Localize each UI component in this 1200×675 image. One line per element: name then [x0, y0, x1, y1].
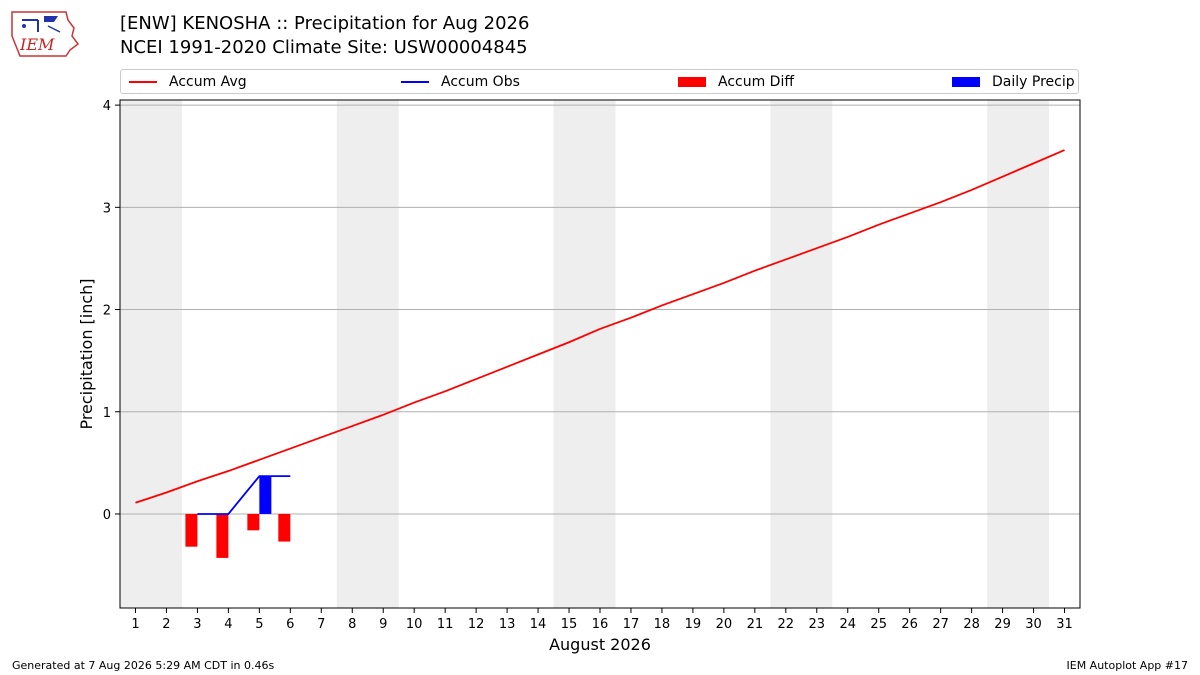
- accum-obs-line: [197, 475, 291, 515]
- x-tick-label-18: 18: [654, 617, 671, 632]
- x-tick-label-29: 29: [994, 617, 1011, 632]
- chart-subtitle: NCEI 1991-2020 Climate Site: USW00004845: [120, 37, 528, 58]
- x-tick-label-16: 16: [592, 617, 609, 632]
- bars: [185, 476, 291, 558]
- x-tick-label-2: 2: [162, 617, 170, 632]
- legend-swatch-accum-diff: [678, 77, 706, 87]
- logo-text: IEM: [19, 35, 55, 54]
- x-tick-label-27: 27: [932, 617, 949, 632]
- x-tick-label-31: 31: [1056, 617, 1073, 632]
- x-tick-label-11: 11: [437, 617, 454, 632]
- series-lines: [135, 149, 1065, 515]
- legend: Accum Avg Accum Obs Accum Diff Daily Pre…: [120, 69, 1079, 94]
- accum-avg-line: [135, 149, 1065, 504]
- y-tick-label-3: 3: [103, 201, 111, 216]
- y-tick-label-0: 0: [103, 508, 111, 523]
- x-tick-label-17: 17: [623, 617, 640, 632]
- legend-item-accum-diff: Accum Diff: [678, 74, 794, 90]
- x-tick-label-8: 8: [348, 617, 356, 632]
- legend-item-daily-precip: Daily Precip: [952, 74, 1075, 90]
- footer-app: IEM Autoplot App #17: [1066, 659, 1189, 672]
- weekend-band-2: [553, 100, 616, 608]
- legend-item-accum-avg: Accum Avg: [129, 74, 247, 90]
- x-tick-label-30: 30: [1025, 617, 1042, 632]
- footer-generated: Generated at 7 Aug 2026 5:29 AM CDT in 0…: [12, 659, 275, 672]
- y-tick-label-2: 2: [103, 304, 111, 319]
- x-axis: 1 2 3 4 5 6 7 8 9 10 11 12 13 14 15 16 17 18 19 20 21 22 23 24 2…: [131, 608, 1073, 632]
- legend-label: Accum Diff: [718, 74, 795, 90]
- x-axis-label: August 2026: [549, 635, 651, 654]
- x-tick-label-10: 10: [406, 617, 423, 632]
- x-tick-label-20: 20: [716, 617, 733, 632]
- accum-diff-bar-6: [278, 513, 291, 542]
- legend-label: Accum Avg: [169, 74, 247, 90]
- chart-title: [ENW] KENOSHA :: Precipitation for Aug 2…: [120, 13, 530, 34]
- x-tick-label-3: 3: [193, 617, 201, 632]
- x-tick-label-25: 25: [870, 617, 887, 632]
- x-tick-label-12: 12: [468, 617, 485, 632]
- y-tick-label-4: 4: [103, 99, 111, 114]
- x-tick-label-22: 22: [778, 617, 795, 632]
- weekend-shading: [120, 100, 1050, 608]
- legend-item-accum-obs: Accum Obs: [401, 74, 520, 90]
- accum-diff-bar-5: [247, 513, 260, 531]
- weekend-band-3: [770, 100, 833, 608]
- x-tick-label-15: 15: [561, 617, 578, 632]
- y-tick-label-1: 1: [103, 406, 111, 421]
- x-tick-label-28: 28: [963, 617, 980, 632]
- x-tick-label-19: 19: [685, 617, 702, 632]
- y-axis-label: Precipitation [inch]: [77, 278, 96, 429]
- legend-swatch-accum-obs: [401, 81, 429, 83]
- legend-label: Daily Precip: [992, 74, 1075, 90]
- legend-swatch-daily-precip: [952, 77, 980, 87]
- x-tick-label-23: 23: [809, 617, 826, 632]
- accum-diff-bar-4: [216, 513, 229, 558]
- x-tick-label-21: 21: [747, 617, 764, 632]
- weekend-band-1: [336, 100, 399, 608]
- weekend-band-0: [120, 100, 182, 608]
- legend-swatch-accum-avg: [129, 81, 157, 83]
- x-tick-label-24: 24: [839, 617, 856, 632]
- x-tick-label-9: 9: [379, 617, 387, 632]
- x-tick-label-5: 5: [255, 617, 263, 632]
- x-tick-label-1: 1: [131, 617, 139, 632]
- weekend-band-4: [987, 100, 1050, 608]
- legend-label: Accum Obs: [441, 74, 520, 90]
- x-tick-label-7: 7: [317, 617, 325, 632]
- x-tick-label-13: 13: [499, 617, 516, 632]
- x-tick-label-14: 14: [530, 617, 547, 632]
- iem-logo: IEM: [8, 6, 80, 58]
- accum-diff-bar-3: [185, 513, 198, 547]
- x-tick-label-26: 26: [901, 617, 918, 632]
- daily-precip-bar-5: [259, 476, 272, 514]
- x-tick-label-6: 6: [286, 617, 294, 632]
- y-axis: 0 1 2 3 4: [103, 99, 120, 523]
- x-tick-label-4: 4: [224, 617, 232, 632]
